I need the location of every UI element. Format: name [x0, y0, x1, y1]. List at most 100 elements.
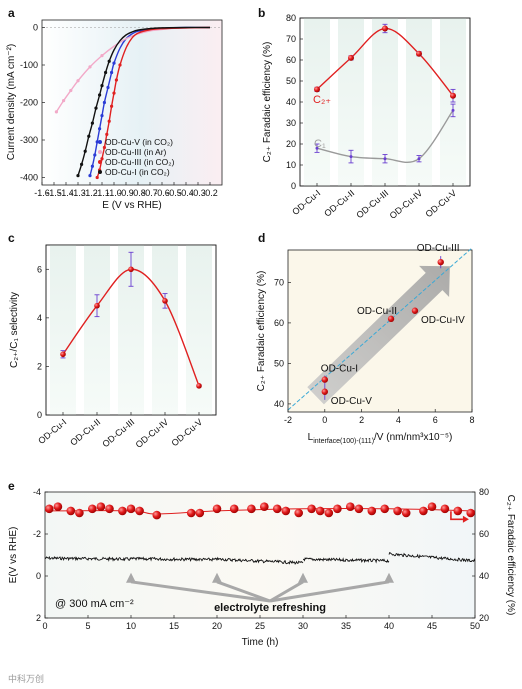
panel-e-refresh-arrowhead: [126, 572, 136, 583]
panel-e-fe-data-point: [247, 504, 256, 514]
panel-e-x-tick-label: 20: [212, 621, 222, 631]
panel-b-y-ticks: 0 10 20 30 40 50 60 70 80: [286, 13, 303, 191]
panel-c-category-bands: [50, 245, 212, 415]
panel-c-x-tick-label: OD-Cu-I: [36, 417, 68, 446]
panel-c-data-point: [94, 302, 100, 309]
panel-b-y-tick-label: 70: [286, 34, 296, 44]
panel-a-x-ticks: -1.6-1.5-1.4-1.3-1.2-1.1-1.0-0.9-0.8-0.7…: [34, 182, 218, 198]
panel-b-data-point: [383, 157, 387, 161]
panel-e-potential-trace: [216, 556, 304, 565]
panel-e-fe-data-point: [96, 502, 106, 512]
panel-a-data-point: [76, 79, 80, 83]
panel-e-axis-indicator-arrow: [450, 511, 463, 521]
panel-e-left-y-axis-label: E(V vs RHE): [8, 527, 19, 584]
panel-b-x-tick-label: OD-Cu-IV: [388, 188, 425, 221]
panel-c-x-tick-label: OD-Cu-IV: [134, 417, 171, 450]
panel-a-legend-label: OD-Cu-I (in CO₂): [105, 167, 170, 177]
panel-e-fe-data-point: [53, 502, 63, 512]
panel-d-point-label: OD-Cu-V: [331, 396, 372, 407]
panel-a-data-point: [107, 119, 111, 123]
panel-a-plot-area: [41, 19, 223, 186]
panel-e-potential-trace: [130, 556, 218, 562]
panel-d-point-label: OD-Cu-II: [357, 306, 397, 317]
panel-e-x-axis-label: Time (h): [242, 637, 279, 648]
panel-a-data-point: [112, 61, 116, 65]
panel-a-x-tick-label: -0.9: [118, 188, 134, 198]
panel-e-fe-data-point: [45, 504, 54, 514]
panel-a-x-tick-label: -0.2: [202, 188, 218, 198]
panel-b-x-tick-label: OD-Cu-III: [354, 188, 390, 220]
panel-e-x-ticks: 0 5 10 15 20 25 30 35 40 45 50: [42, 615, 480, 631]
panel-c-data-point: [196, 383, 202, 389]
panel-e-left-y-tick-label: 0: [36, 571, 41, 581]
panel-e-fe-data-point: [419, 506, 428, 516]
panel-e-x-tick-label: 10: [126, 621, 136, 631]
panel-a-y-tick-label: -400: [20, 173, 38, 183]
panel-e-x-tick-label: 30: [298, 621, 308, 631]
panel-b-x-tick-label: OD-Cu-I: [290, 188, 322, 217]
panel-e-x-tick-label: 5: [85, 621, 90, 631]
panel-b-y-axis-label: C₂₊ Faradaic efficiency (%): [262, 42, 273, 163]
panel-b-data-point: [348, 54, 354, 61]
panel-e-fe-data-point: [315, 506, 325, 516]
panel-c-x-tick-label: OD-Cu-III: [100, 417, 136, 449]
panel-a-data-point: [106, 85, 110, 90]
panel-e-fe-data-point: [440, 504, 450, 514]
panel-a-data-point: [95, 175, 99, 180]
panel-b-series-label-c1: C₁: [314, 138, 326, 150]
panel-a-legend-label: OD-Cu-V (in CO₂): [105, 137, 173, 147]
panel-e-left-y-tick-label: 2: [36, 613, 41, 623]
panel-c-x-tick-label: OD-Cu-II: [68, 417, 102, 448]
panel-a-data-point: [93, 153, 97, 157]
panel-e-refresh-arrowhead: [298, 572, 308, 583]
panel-e-fe-data-point: [105, 504, 114, 514]
panel-a-x-tick-label: -1.3: [70, 188, 86, 198]
panel-a-x-tick-label: -0.6: [154, 188, 170, 198]
panel-d-y-ticks: 40 50 60 70: [274, 277, 291, 409]
panel-a-data-point: [100, 157, 104, 161]
panel-b-series: [314, 23, 456, 164]
panel-e-fe-data-point: [135, 506, 144, 516]
panel-e-content: [45, 502, 475, 565]
panel-a-data-point: [110, 70, 114, 75]
panel-a-data-point: [76, 174, 80, 178]
panel-b-y-tick-label: 10: [286, 160, 296, 170]
panel-b-data-point: [349, 155, 353, 159]
panel-a-legend-label: OD-Cu-III (in CO₂): [105, 157, 175, 167]
panel-a-x-tick-label: -1.1: [94, 188, 110, 198]
panel-e-fe-data-point: [272, 504, 282, 514]
panel-a-data-point: [105, 132, 109, 136]
panel-d-x-tick-label: 0: [322, 415, 327, 425]
panel-d-x-tick-label: 6: [433, 415, 438, 425]
panel-e-fe-data-point: [294, 508, 304, 518]
panel-d-data-point: [437, 258, 444, 266]
panel-a-x-tick-label: -0.8: [130, 188, 146, 198]
panel-a-legend-marker: [98, 150, 102, 154]
panel-d-y-tick-label: 40: [274, 399, 284, 409]
panel-a-data-point: [104, 70, 108, 75]
panel-a-data-point: [90, 164, 94, 168]
panel-d-point-label: OD-Cu-IV: [421, 315, 465, 326]
panel-d-data-point: [387, 315, 395, 323]
panel-a-x-tick-label: -0.3: [190, 188, 206, 198]
panel-e-fe-data-point: [466, 508, 475, 518]
panel-a-legend: OD-Cu-V (in CO₂)OD-Cu-III (in Ar)OD-Cu-I…: [98, 137, 175, 177]
panel-e-left-y-tick-label: -4: [33, 487, 41, 497]
panel-d-content: OD-Cu-I OD-Cu-V OD-Cu-II OD-Cu-IV OD-Cu-III: [287, 243, 473, 411]
panel-a-x-tick-label: -1.0: [106, 188, 122, 198]
panel-c-category-band: [152, 245, 178, 415]
panel-b-y-tick-label: 80: [286, 13, 296, 23]
panel-c-y-tick-label: 4: [37, 313, 42, 323]
panel-a-x-tick-label: -1.4: [58, 188, 74, 198]
panel-d-data-point: [321, 388, 328, 395]
panel-e-fe-data-point: [354, 504, 364, 514]
panel-a-y-tick-label: -300: [20, 135, 38, 145]
panel-e-left-y-ticks: -4 -2 0 2: [33, 487, 48, 623]
panel-a-x-tick-label: -0.4: [178, 188, 194, 198]
panel-e-left-y-tick-label: -2: [33, 529, 41, 539]
panel-a-legend-marker: [98, 160, 102, 164]
panel-e-refresh-arrow-shaft: [216, 580, 271, 603]
